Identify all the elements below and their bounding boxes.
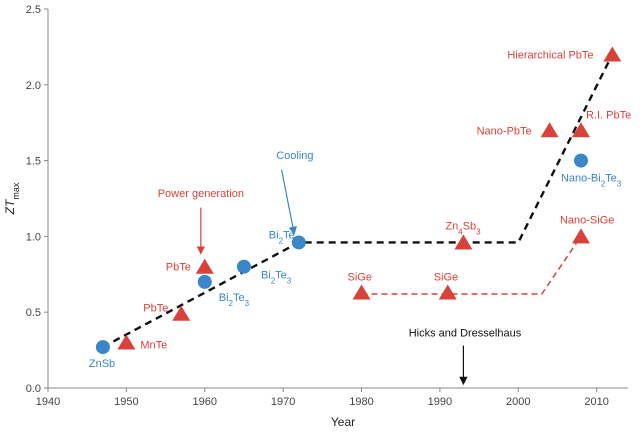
power-point-label: Zn4Sb3 (445, 220, 481, 236)
annotations: Cooling Power generation Hicks and Dressel… (158, 150, 522, 386)
x-tick-label: 2000 (506, 396, 530, 408)
y-tick-label: 1.0 (26, 231, 41, 243)
black-trend (102, 53, 614, 349)
x-axis-title: Year (331, 415, 355, 429)
power-point (438, 284, 457, 300)
y-axis-title: ZTmax (3, 182, 21, 215)
y-tick-label: 0.0 (26, 383, 41, 395)
power-point (117, 334, 136, 350)
power-point-label: R.I. PbTe (586, 109, 631, 121)
power-point (454, 234, 473, 250)
x-tick-label: 1940 (36, 396, 60, 408)
x-tick-label: 2010 (584, 396, 608, 408)
hicks-dresselhaus-annotation: Hicks and Dresselhaus (409, 327, 522, 339)
y-tick-label: 2.0 (26, 80, 41, 92)
power-point-label: MnTe (140, 340, 167, 352)
y-tick-label: 2.5 (26, 4, 41, 16)
power-point-label: Hierarchical PbTe (507, 49, 593, 61)
x-tick-label: 1990 (428, 396, 452, 408)
cooling-arrow (280, 169, 297, 236)
cooling-point (573, 153, 588, 168)
x-tick-label: 1950 (114, 396, 138, 408)
cooling-point (236, 259, 251, 274)
trend-lines (102, 53, 614, 349)
power-point (571, 122, 590, 138)
cooling-point (291, 235, 306, 250)
cooling-point-label: ZnSb (89, 358, 115, 370)
power-point (172, 305, 191, 321)
cooling-point-label: Nano-Bi2Te3 (561, 173, 622, 189)
cooling-point-label: Bi2Te3 (261, 270, 292, 286)
y-tick-label: 1.5 (26, 156, 41, 168)
x-tick-label: 1970 (271, 396, 295, 408)
cooling-point (197, 274, 212, 289)
x-tick-label: 1960 (193, 396, 217, 408)
power-point-label: Nano-SiGe (560, 214, 614, 226)
power-point (571, 228, 590, 244)
power-point-label: SiGe (348, 271, 372, 283)
y-tick-label: 0.5 (26, 307, 41, 319)
axes: 1940 1950 1960 1970 1980 1990 2000 2010 0.0 0.5 1.… (3, 4, 628, 429)
power-point (540, 122, 559, 138)
power-point-label: PbTe (143, 303, 168, 315)
power-point (195, 258, 214, 274)
cooling-annotation: Cooling (276, 150, 313, 162)
power-point-label: Nano-PbTe (477, 125, 532, 137)
point-labels: ZnSb Bi2Te3 Bi2Te3 Bi2Te3 Nano-Bi2Te3 MnTe PbT… (89, 49, 631, 370)
power-point-label: PbTe (166, 262, 191, 274)
red-trend (361, 235, 582, 295)
power-point (352, 284, 371, 300)
power-generation-annotation: Power generation (158, 188, 244, 200)
x-tick-label: 1980 (349, 396, 373, 408)
power-point-label: SiGe (434, 271, 458, 283)
power-point (603, 46, 622, 62)
data-markers (95, 46, 622, 355)
cooling-point (95, 340, 110, 355)
cooling-point-label: Bi2Te3 (219, 292, 250, 308)
cooling-point-label: Bi2Te3 (269, 229, 300, 245)
